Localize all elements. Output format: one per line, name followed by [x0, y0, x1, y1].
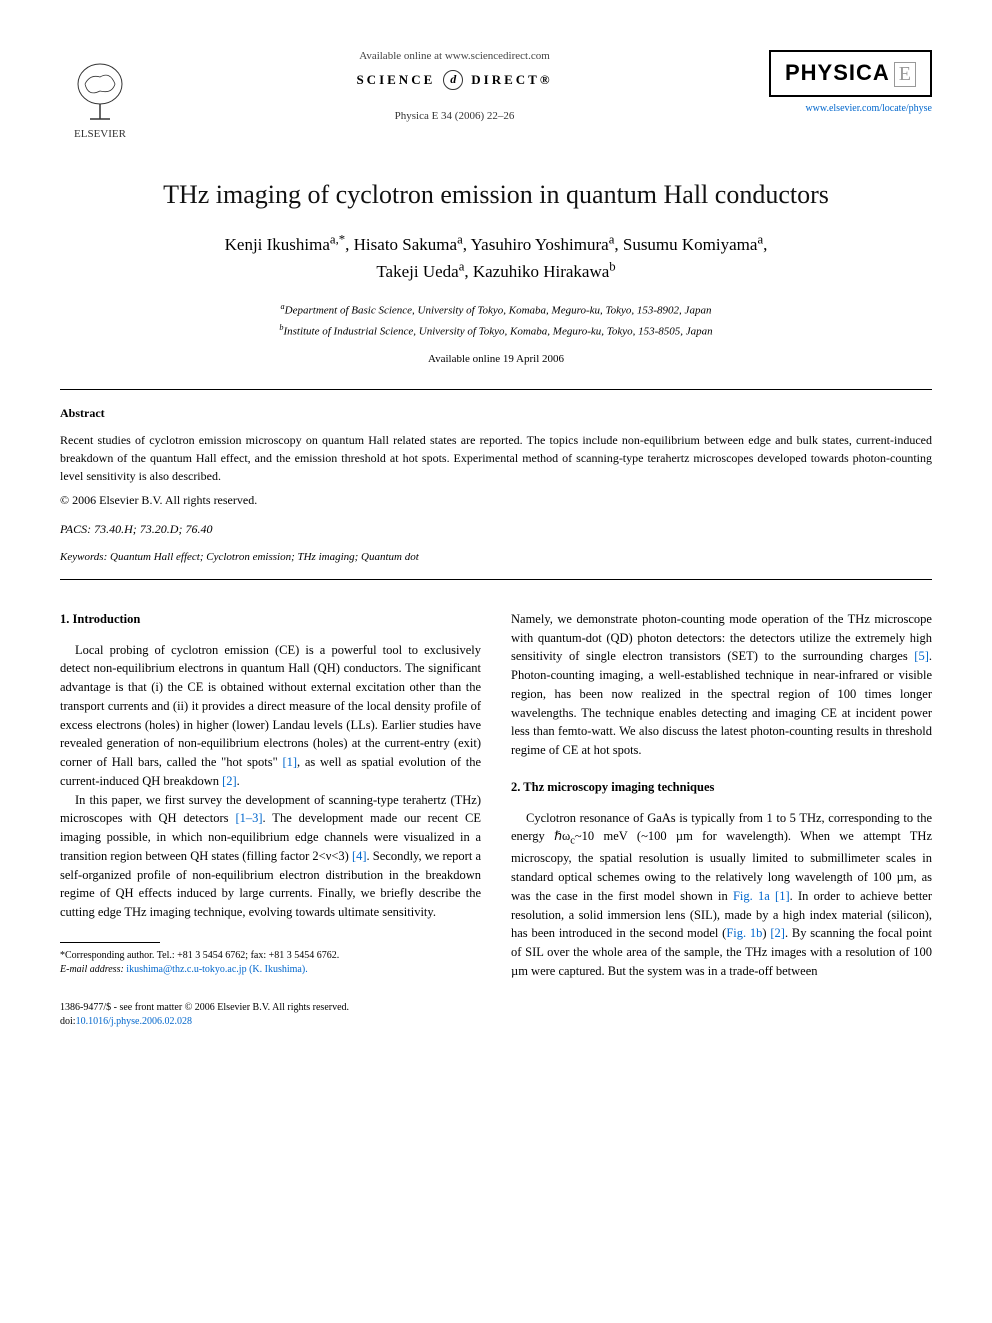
- column-right: Namely, we demonstrate photon-counting m…: [511, 610, 932, 981]
- affiliation-b: bInstitute of Industrial Science, Univer…: [60, 321, 932, 341]
- pacs-codes: PACS: 73.40.H; 73.20.D; 76.40: [60, 522, 932, 537]
- elsevier-tree-icon: [70, 59, 130, 124]
- intro-heading: 1. Introduction: [60, 610, 481, 629]
- ref-2[interactable]: [2]: [222, 774, 237, 788]
- publication-date: Available online 19 April 2006: [60, 353, 932, 365]
- science-direct-logo: SCIENCE d DIRECT®: [160, 70, 749, 90]
- sd-left: SCIENCE: [356, 72, 435, 88]
- authors: Kenji Ikushimaa,*, Hisato Sakumaa, Yasuh…: [60, 230, 932, 284]
- footer: 1386-9477/$ - see front matter © 2006 El…: [60, 1001, 932, 1029]
- email-address[interactable]: ikushima@thz.c.u-tokyo.ac.jp (K. Ikushim…: [126, 964, 307, 975]
- available-online-text: Available online at www.sciencedirect.co…: [160, 50, 749, 62]
- abstract-text: Recent studies of cyclotron emission mic…: [60, 431, 932, 485]
- header-center: Available online at www.sciencedirect.co…: [140, 50, 769, 122]
- col2-paragraph-1: Namely, we demonstrate photon-counting m…: [511, 610, 932, 760]
- sd-right: DIRECT®: [471, 72, 552, 88]
- affiliations: aDepartment of Basic Science, University…: [60, 300, 932, 341]
- abstract-heading: Abstract: [60, 406, 932, 421]
- ref-4[interactable]: [4]: [352, 849, 367, 863]
- journal-url[interactable]: www.elsevier.com/locate/physe: [769, 103, 932, 114]
- header-row: ELSEVIER Available online at www.science…: [60, 50, 932, 140]
- ref-5[interactable]: [5]: [914, 649, 929, 663]
- ref-1-3[interactable]: [1–3]: [235, 811, 262, 825]
- sec2-heading: 2. Thz microscopy imaging techniques: [511, 778, 932, 797]
- intro-paragraph-1: Local probing of cyclotron emission (CE)…: [60, 641, 481, 791]
- authors-line2: Takeji Uedaa, Kazuhiko Hirakawab: [376, 262, 615, 281]
- ref-1b[interactable]: [1]: [775, 889, 790, 903]
- ref-2b[interactable]: [2]: [770, 926, 785, 940]
- article-title: THz imaging of cyclotron emission in qua…: [60, 180, 932, 210]
- column-left: 1. Introduction Local probing of cyclotr…: [60, 610, 481, 981]
- authors-line1: Kenji Ikushimaa,*, Hisato Sakumaa, Yasuh…: [225, 235, 768, 254]
- corresponding-author: *Corresponding author. Tel.: +81 3 5454 …: [60, 949, 481, 963]
- copyright: © 2006 Elsevier B.V. All rights reserved…: [60, 493, 932, 508]
- divider-bottom: [60, 579, 932, 580]
- email-line: E-mail address: ikushima@thz.c.u-tokyo.a…: [60, 963, 481, 977]
- sec2-paragraph-1: Cyclotron resonance of GaAs is typically…: [511, 809, 932, 981]
- footnote: *Corresponding author. Tel.: +81 3 5454 …: [60, 949, 481, 977]
- issn-line: 1386-9477/$ - see front matter © 2006 El…: [60, 1001, 932, 1015]
- sd-d-icon: d: [443, 70, 463, 90]
- fig-1a[interactable]: Fig. 1a: [733, 889, 770, 903]
- divider-top: [60, 389, 932, 390]
- footnote-divider: [60, 942, 160, 943]
- doi-line: doi:10.1016/j.physe.2006.02.028: [60, 1015, 932, 1029]
- intro-paragraph-2: In this paper, we first survey the devel…: [60, 791, 481, 922]
- email-label: E-mail address:: [60, 964, 124, 975]
- affiliation-a: aDepartment of Basic Science, University…: [60, 300, 932, 320]
- doi-link[interactable]: 10.1016/j.physe.2006.02.028: [76, 1016, 192, 1027]
- publisher-name: ELSEVIER: [74, 128, 126, 140]
- journal-suffix: E: [894, 62, 916, 87]
- journal-name: PHYSICA: [785, 60, 890, 85]
- keywords: Keywords: Quantum Hall effect; Cyclotron…: [60, 551, 932, 563]
- body-columns: 1. Introduction Local probing of cyclotr…: [60, 610, 932, 981]
- publisher-logo: ELSEVIER: [60, 50, 140, 140]
- fig-1b[interactable]: Fig. 1b: [726, 926, 762, 940]
- journal-reference: Physica E 34 (2006) 22–26: [160, 110, 749, 122]
- journal-box-container: PHYSICAE www.elsevier.com/locate/physe: [769, 50, 932, 114]
- journal-box: PHYSICAE: [769, 50, 932, 97]
- ref-1[interactable]: [1]: [282, 755, 297, 769]
